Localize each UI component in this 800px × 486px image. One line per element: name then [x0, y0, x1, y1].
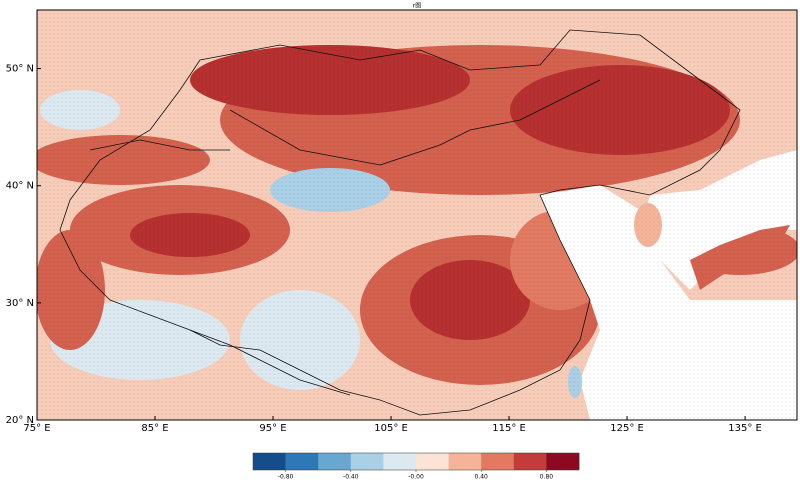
map-frame: [36, 9, 798, 421]
x-tick-label: 125° E: [610, 423, 644, 434]
y-tick-label: 40° N: [6, 181, 34, 192]
map-title: r图: [413, 3, 421, 10]
colorbar-swatch: [383, 453, 417, 470]
map-field: [37, 10, 797, 420]
colorbar-swatch: [350, 453, 384, 470]
colorbar-swatch: [513, 453, 547, 470]
colorbar-tick-label: 0.80: [540, 474, 554, 481]
colorbar-tick-label: 0.40: [475, 474, 489, 481]
colorbar-swatch: [546, 453, 580, 470]
y-tick-label: 20° N: [6, 415, 34, 426]
colorbar-swatch: [448, 453, 482, 470]
y-tick-label: 30° N: [6, 298, 34, 309]
y-tick-label: 50° N: [6, 64, 34, 75]
x-tick-label: 105° E: [374, 423, 408, 434]
colorbar-swatch: [318, 453, 352, 470]
colorbar-tick-label: -0.00: [408, 474, 424, 481]
x-tick-label: 115° E: [492, 423, 526, 434]
x-tick-label: 135° E: [728, 423, 762, 434]
colorbar-swatch: [285, 453, 319, 470]
x-tick-label: 95° E: [259, 423, 286, 434]
colorbar-swatch: [253, 453, 286, 470]
colorbar-tick-label: -0.40: [343, 474, 359, 481]
colorbar-swatch: [416, 453, 449, 470]
x-tick-label: 75° E: [23, 423, 50, 434]
colorbar-swatch: [481, 453, 515, 470]
colorbar-tick-label: -0.80: [278, 474, 294, 481]
x-tick-label: 85° E: [141, 423, 168, 434]
